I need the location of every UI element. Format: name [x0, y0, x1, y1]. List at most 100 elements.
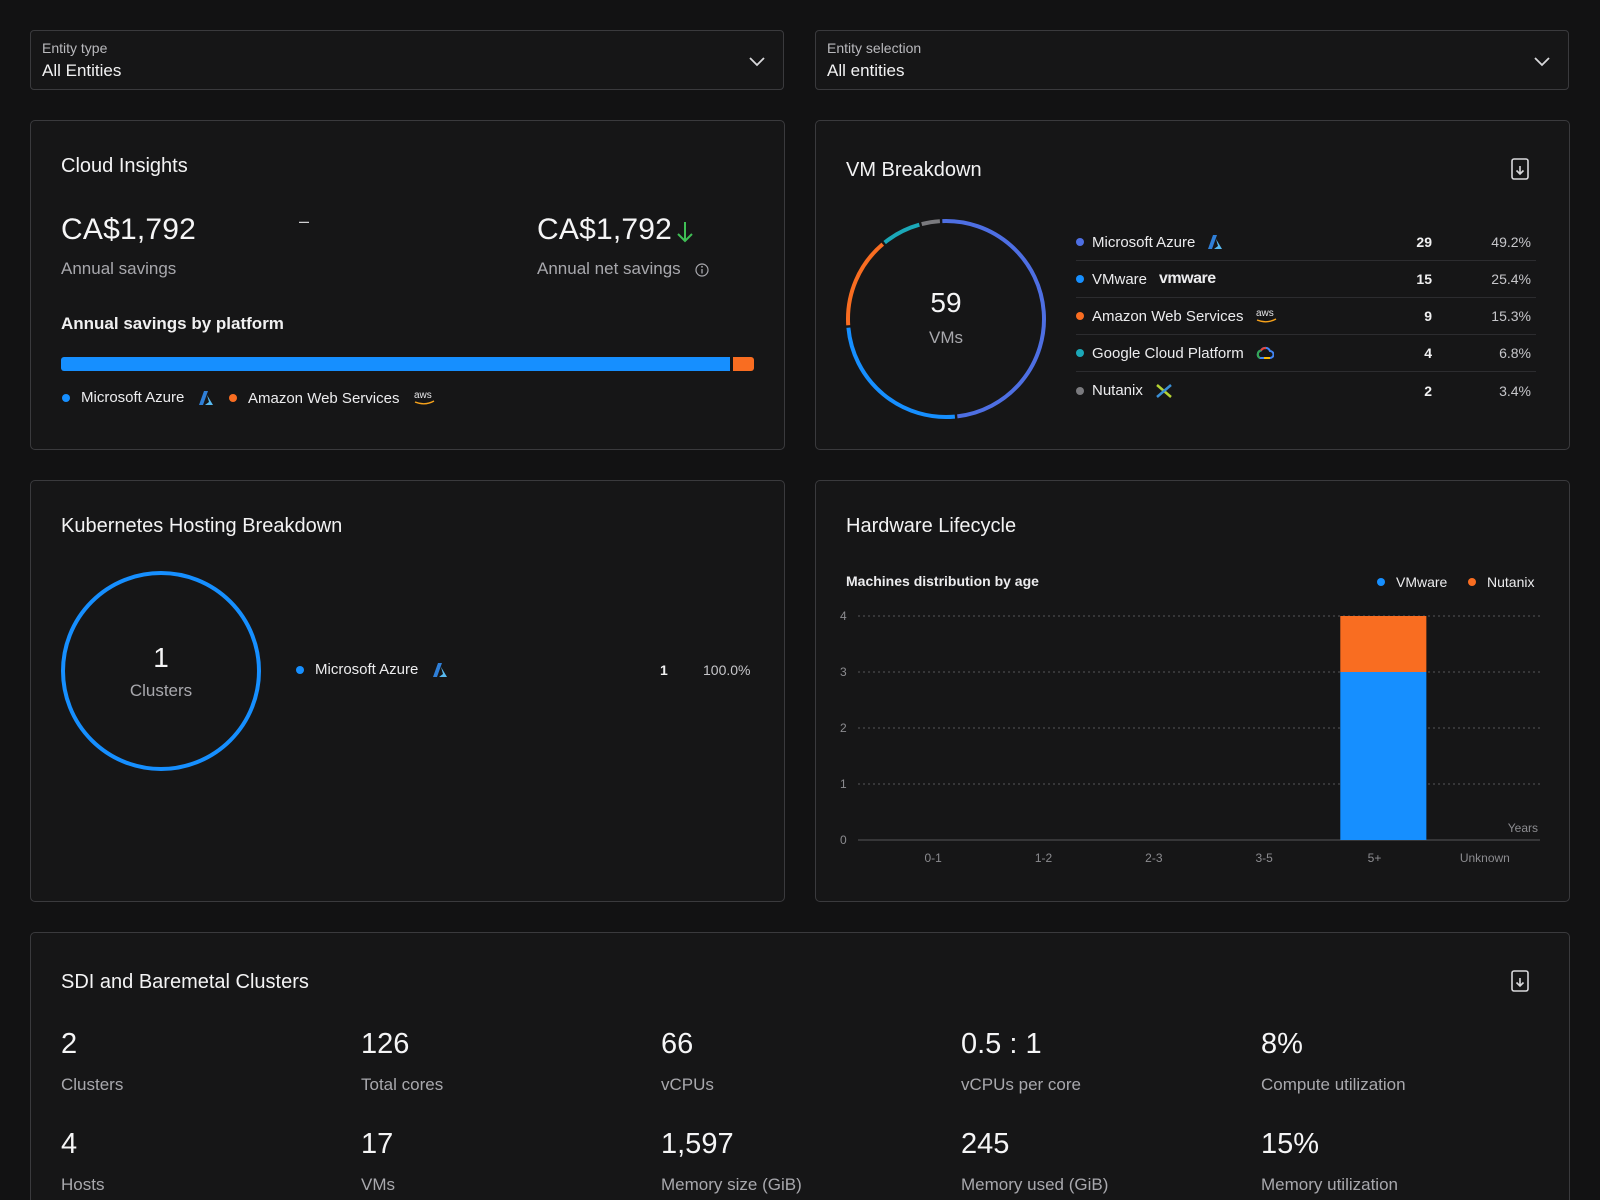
vm-total: 59 — [930, 287, 962, 318]
entity-selection-value: All entities — [827, 61, 905, 80]
y-tick-label: 2 — [840, 721, 847, 735]
y-tick-label: 1 — [840, 777, 847, 791]
savings-bar-segment-azure — [61, 357, 731, 371]
vm-row-pct: 6.8% — [1499, 345, 1531, 361]
k8s-row-name: Microsoft Azure — [315, 661, 419, 678]
stat-label: vCPUs — [661, 1075, 714, 1094]
vmware-logo-icon: vmware — [1159, 270, 1216, 287]
machines-age-chart: 0 1 2 3 4 0-1 1-2 2-3 3-5 5+ Unknown Years — [840, 609, 1540, 865]
donut-segment-nutanix — [921, 219, 941, 227]
legend-item-nutanix: Nutanix — [1468, 574, 1534, 590]
chart-subtitle: Machines distribution by age — [846, 573, 1039, 589]
svg-text:aws: aws — [414, 390, 432, 401]
vm-row-nutanix: Nutanix 2 3.4% — [1076, 372, 1536, 409]
kubernetes-card: Kubernetes Hosting Breakdown — [30, 480, 785, 902]
x-axis-label: Years — [1508, 821, 1538, 835]
clusters-total-label: Clusters — [129, 681, 193, 700]
stat-value: 1,597 — [661, 1128, 734, 1160]
azure-logo-icon — [433, 662, 448, 677]
k8s-row-pct: 100.0% — [703, 662, 751, 678]
aws-logo-text: aws — [1256, 308, 1274, 319]
annual-savings-value: CA$1,792 — [61, 213, 197, 246]
stat-value: 126 — [361, 1028, 410, 1060]
stat-label: vCPUs per core — [961, 1075, 1081, 1094]
aws-dot — [229, 394, 237, 402]
card-title: VM Breakdown — [846, 159, 982, 181]
legend-label: VMware — [1396, 574, 1448, 590]
entity-type-dropdown[interactable]: Entity type All Entities — [30, 30, 784, 90]
export-icon[interactable] — [1510, 969, 1532, 993]
vmware-dot — [1377, 578, 1385, 586]
vm-row-name: VMware — [1092, 270, 1148, 288]
stat-value: 4 — [61, 1128, 78, 1160]
stat-label: Memory utilization — [1261, 1175, 1398, 1194]
vm-donut-chart — [846, 219, 1046, 419]
entity-type-label: Entity type — [42, 40, 108, 56]
vm-row-pct: 25.4% — [1491, 271, 1531, 287]
aws-logo-icon: aws — [414, 390, 435, 405]
vm-row-pct: 3.4% — [1499, 382, 1531, 399]
x-tick-label: 5+ — [1368, 851, 1382, 865]
savings-bar-segment-aws — [733, 357, 754, 371]
stat-value: 17 — [361, 1128, 394, 1160]
vmware-dot — [1076, 275, 1084, 283]
annual-savings-label: Annual savings — [61, 259, 177, 278]
legend-item-vmware: VMware — [1377, 574, 1447, 590]
donut-segment-azure — [942, 219, 1046, 419]
clusters-total: 1 — [153, 642, 169, 673]
aws-dot — [1076, 312, 1084, 320]
stat-value: 0.5 : 1 — [961, 1028, 1042, 1060]
x-tick-label: 2-3 — [1145, 851, 1163, 865]
vm-row-gcp: Google Cloud Platform 4 6.8% — [1076, 335, 1536, 372]
info-icon[interactable] — [694, 262, 710, 278]
vm-row-pct: 49.2% — [1491, 234, 1531, 250]
bar-nutanix-5+ — [1340, 616, 1427, 672]
export-icon[interactable] — [1510, 157, 1532, 181]
savings-separator: – — [299, 211, 310, 231]
legend-item-azure: Microsoft Azure — [62, 389, 214, 406]
gcp-logo-icon — [1256, 346, 1274, 360]
hardware-lifecycle-card: Hardware Lifecycle Machines distribution… — [815, 480, 1570, 902]
kubernetes-row-azure: Microsoft Azure — [296, 661, 448, 678]
stat-value: 2 — [61, 1028, 78, 1060]
savings-by-platform-bar — [61, 357, 754, 371]
stat-label: Memory size (GiB) — [661, 1175, 802, 1194]
vm-row-vmware: VMware vmware 15 25.4% — [1076, 261, 1536, 298]
legend-label: Microsoft Azure — [81, 389, 185, 406]
donut-segment-azure — [61, 571, 261, 771]
annual-net-savings-value: CA$1,792 — [537, 213, 673, 246]
stat-label: VMs — [361, 1175, 395, 1194]
vm-row-count: 4 — [1424, 345, 1432, 361]
aws-logo-icon: aws — [1255, 307, 1279, 325]
azure-dot — [296, 665, 304, 674]
entity-type-value: All Entities — [42, 61, 122, 80]
x-tick-label: 0-1 — [924, 851, 942, 865]
vm-row-name: Microsoft Azure — [1092, 233, 1196, 251]
stat-label: Total cores — [361, 1075, 444, 1094]
vm-breakdown-card: VM Breakdown — [815, 120, 1570, 450]
nutanix-dot — [1076, 386, 1084, 395]
vm-row-pct: 15.3% — [1491, 308, 1531, 324]
vm-row-name: Amazon Web Services — [1092, 307, 1244, 325]
card-title: Kubernetes Hosting Breakdown — [61, 515, 343, 537]
vm-row-count: 2 — [1424, 382, 1432, 399]
nutanix-logo-icon — [1155, 383, 1173, 399]
legend-item-aws: Amazon Web Services aws — [229, 389, 437, 407]
azure-dot — [1076, 238, 1084, 246]
azure-logo-icon — [1207, 234, 1223, 250]
donut-segment-aws — [846, 242, 885, 326]
y-tick-label: 4 — [840, 609, 847, 623]
vm-total-label: VMs — [929, 328, 963, 347]
vm-row-aws: Amazon Web Services aws 9 15.3% — [1076, 298, 1536, 335]
stat-label: Compute utilization — [1261, 1075, 1406, 1094]
stat-value: 245 — [961, 1128, 1010, 1160]
annual-net-savings-label: Annual net savings — [537, 259, 681, 278]
azure-logo-icon — [199, 390, 214, 405]
card-title: Hardware Lifecycle — [846, 515, 1017, 537]
entity-selection-dropdown[interactable]: Entity selection All entities — [815, 30, 1569, 90]
card-title: Cloud Insights — [61, 155, 188, 177]
k8s-row-count: 1 — [660, 662, 668, 678]
kubernetes-donut-chart — [61, 571, 261, 771]
vm-row-name: Nutanix — [1092, 382, 1143, 399]
vm-row-count: 9 — [1424, 308, 1432, 324]
